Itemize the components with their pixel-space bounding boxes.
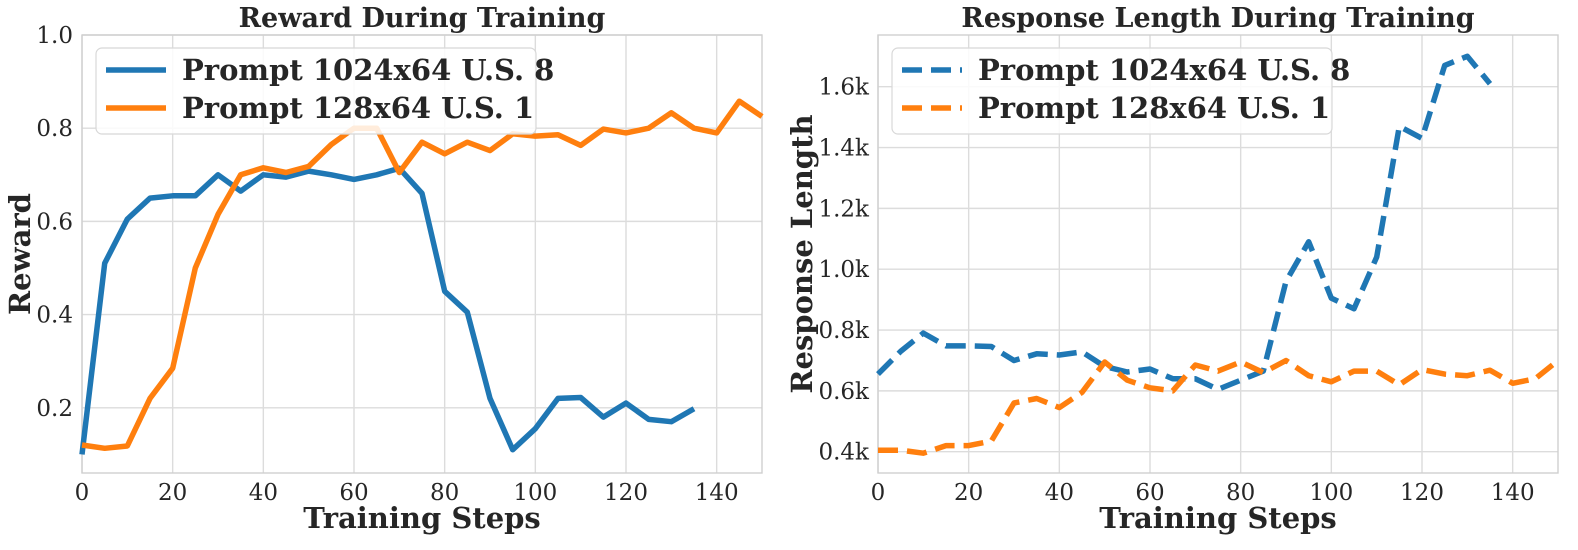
y-tick-label: 1.0: [36, 23, 73, 49]
x-tick-label: 100: [1309, 480, 1353, 506]
y-tick-label: 0.6k: [818, 379, 870, 405]
y-tick-label: 0.2: [36, 396, 73, 422]
series-line-prompt-128x64: [878, 357, 1560, 456]
legend-label: Prompt 1024x64 U.S. 8: [182, 53, 554, 87]
y-tick-label: 0.6: [36, 209, 73, 235]
chart-title: Response Length During Training: [961, 3, 1474, 34]
series-line-prompt-128x64: [81, 98, 764, 452]
legend-box: [95, 47, 537, 135]
chart-title: Reward During Training: [239, 3, 606, 34]
y-tick-label: 1.0k: [818, 257, 870, 283]
y-axis-label: Response Length: [785, 114, 819, 393]
legend-box: [891, 47, 1333, 135]
x-tick-label: 80: [430, 480, 459, 506]
legend-label: Prompt 128x64 U.S. 1: [978, 91, 1330, 125]
x-tick-label: 60: [339, 480, 368, 506]
x-tick-label: 0: [871, 480, 886, 506]
x-tick-label: 0: [75, 480, 90, 506]
x-tick-label: 100: [513, 480, 557, 506]
x-tick-label: 20: [158, 480, 187, 506]
plot-frame: [81, 34, 763, 474]
plot-frame: [877, 34, 1559, 474]
x-tick-label: 60: [1135, 480, 1164, 506]
x-tick-label: 80: [1226, 480, 1255, 506]
y-tick-label: 0.8k: [818, 318, 870, 344]
x-tick-label: 20: [954, 480, 983, 506]
series-line-prompt-1024x64: [79, 165, 696, 455]
x-axis-label: Training Steps: [303, 501, 541, 535]
legend-label: Prompt 128x64 U.S. 1: [182, 91, 534, 125]
x-tick-label: 40: [1045, 480, 1074, 506]
y-tick-label: 1.4k: [818, 136, 870, 162]
y-tick-label: 0.8: [36, 116, 73, 142]
reward-chart: 0 20 40 60 80 100 120 140 0.2 0.4 0.6 0.8 1.0 Reward …: [3, 3, 764, 535]
y-tick-label: 0.4: [36, 303, 73, 329]
legend-label: Prompt 1024x64 U.S. 8: [978, 53, 1350, 87]
legend: Prompt 1024x64 U.S. 8 Prompt 128x64 U.S. …: [95, 47, 554, 135]
y-tick-label: 1.2k: [818, 196, 870, 222]
y-axis-label: Reward: [3, 193, 37, 315]
x-axis-label: Training Steps: [1099, 501, 1337, 535]
x-tick-label: 140: [695, 480, 739, 506]
y-tick-label: 0.4k: [818, 440, 870, 466]
x-tick-label: 40: [249, 480, 278, 506]
y-tick-label: 1.6k: [818, 75, 870, 101]
x-tick-label: 120: [604, 480, 648, 506]
response-length-chart: 0 20 40 60 80 100 120 140 0.4k 0.6k 0.8k 1.0k 1.2k 1.…: [785, 3, 1560, 535]
x-tick-label: 120: [1400, 480, 1444, 506]
x-tick-label: 140: [1491, 480, 1535, 506]
legend: Prompt 1024x64 U.S. 8 Prompt 128x64 U.S. …: [891, 47, 1350, 135]
